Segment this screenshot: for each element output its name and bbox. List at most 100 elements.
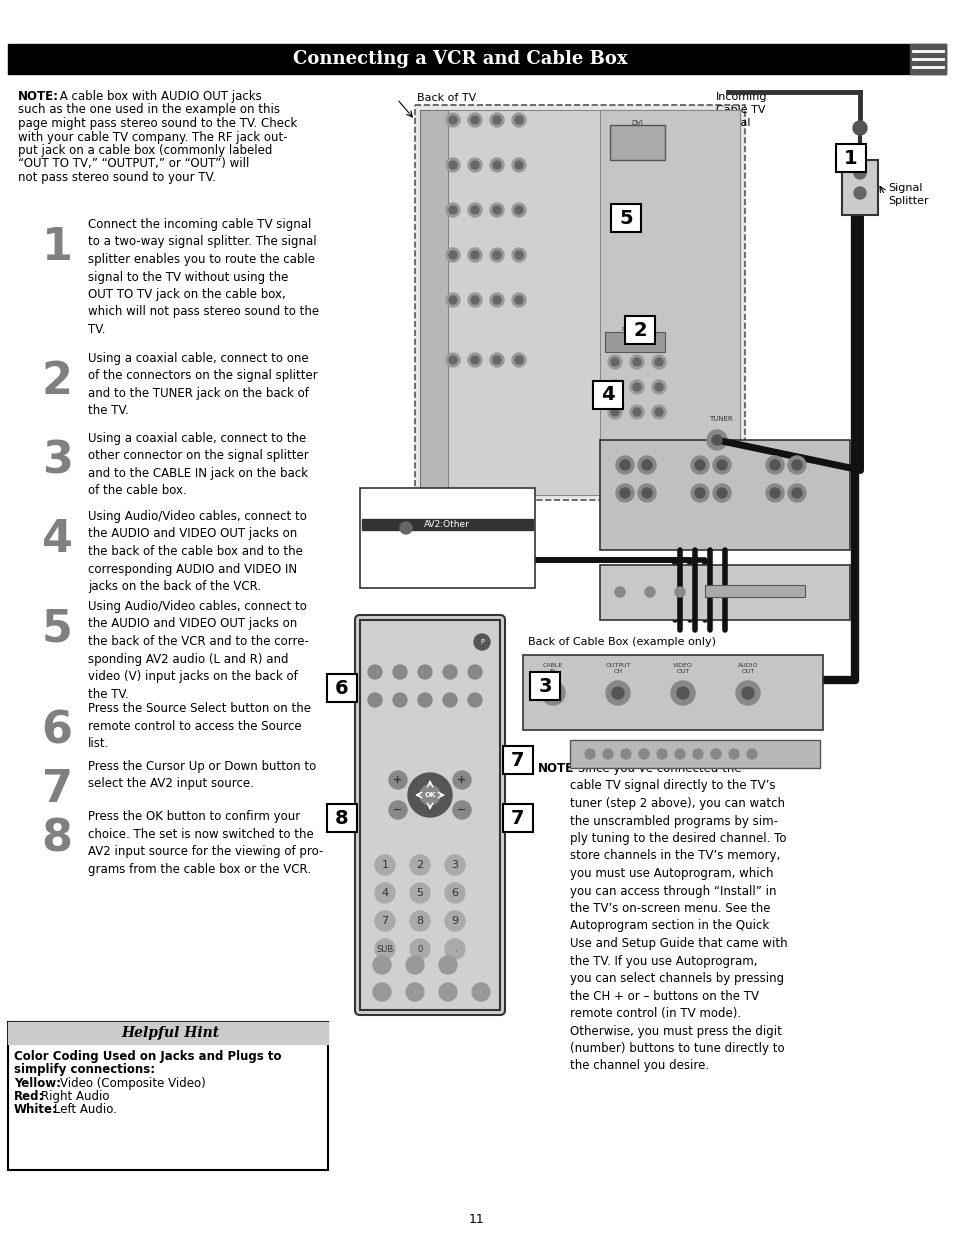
Text: VIDEO
OUT: VIDEO OUT [673, 663, 692, 674]
Text: Press the OK button to confirm your
choice. The set is now switched to the
AV2 i: Press the OK button to confirm your choi… [88, 810, 323, 876]
Circle shape [438, 983, 456, 1002]
Circle shape [449, 116, 456, 124]
Text: CH: CH [371, 662, 378, 667]
Text: 7: 7 [381, 916, 388, 926]
Circle shape [690, 484, 708, 501]
Circle shape [605, 680, 629, 705]
Circle shape [515, 356, 522, 364]
Circle shape [368, 664, 381, 679]
Text: 1: 1 [843, 148, 857, 168]
Text: AUDIO
OUT: AUDIO OUT [737, 663, 758, 674]
Circle shape [717, 459, 726, 471]
Text: OUTPUT
CH: OUTPUT CH [604, 663, 630, 674]
Circle shape [468, 664, 481, 679]
Circle shape [393, 664, 407, 679]
Circle shape [368, 693, 381, 706]
Circle shape [787, 456, 805, 474]
Text: Signal
Splitter: Signal Splitter [887, 183, 927, 206]
Bar [610, 204, 640, 232]
Circle shape [619, 488, 629, 498]
Circle shape [515, 206, 522, 214]
Text: SOUND: SOUND [373, 953, 391, 958]
Circle shape [607, 380, 621, 394]
Text: DVD: DVD [418, 690, 431, 695]
Circle shape [406, 983, 423, 1002]
Circle shape [468, 158, 481, 172]
Circle shape [675, 748, 684, 760]
Circle shape [540, 680, 564, 705]
Circle shape [468, 293, 481, 308]
Circle shape [442, 664, 456, 679]
Bar [624, 316, 655, 345]
Circle shape [741, 687, 753, 699]
Text: 1: 1 [42, 226, 72, 269]
Text: SIDE:Other: SIDE:Other [422, 576, 471, 584]
Circle shape [515, 116, 522, 124]
Bar [359, 488, 535, 588]
Circle shape [853, 167, 865, 179]
Circle shape [657, 748, 666, 760]
Circle shape [449, 251, 456, 259]
Circle shape [546, 687, 558, 699]
Bar [835, 144, 865, 172]
Circle shape [408, 773, 452, 818]
Circle shape [490, 353, 503, 367]
Circle shape [695, 459, 704, 471]
Circle shape [453, 771, 471, 789]
Circle shape [615, 587, 624, 597]
Text: 11: 11 [469, 1213, 484, 1226]
Text: simplify connections:: simplify connections: [14, 1063, 155, 1076]
Bar [704, 585, 804, 597]
Bar [909, 44, 945, 74]
Circle shape [515, 251, 522, 259]
Circle shape [471, 161, 478, 169]
Circle shape [735, 680, 760, 705]
Text: PICTURE: PICTURE [437, 953, 457, 958]
Circle shape [419, 785, 439, 805]
Text: TUNER: TUNER [708, 416, 732, 422]
Circle shape [712, 484, 730, 501]
Circle shape [399, 522, 412, 534]
Text: 7: 7 [42, 768, 72, 811]
Text: White:: White: [14, 1103, 58, 1116]
Circle shape [444, 911, 464, 931]
Text: AV3:Other: AV3:Other [423, 531, 470, 540]
Text: NOTE: NOTE [537, 762, 574, 776]
Circle shape [375, 939, 395, 960]
Circle shape [453, 802, 471, 819]
Circle shape [438, 956, 456, 974]
Circle shape [446, 203, 459, 217]
Text: CH: CH [456, 767, 466, 772]
Circle shape [493, 356, 500, 364]
Circle shape [393, 693, 407, 706]
Circle shape [471, 116, 478, 124]
Circle shape [468, 203, 481, 217]
Text: 8: 8 [416, 916, 423, 926]
Text: put jack on a cable box (commonly labeled: put jack on a cable box (commonly labele… [18, 144, 273, 157]
Circle shape [512, 293, 525, 308]
Circle shape [375, 883, 395, 903]
Text: 8: 8 [42, 818, 72, 861]
Text: Press the Cursor Up or Down button to
select the AV2 input source.: Press the Cursor Up or Down button to se… [88, 760, 315, 790]
Text: Using Audio/Video cables, connect to
the AUDIO and VIDEO OUT jacks on
the back o: Using Audio/Video cables, connect to the… [88, 600, 309, 700]
Text: Back of TV: Back of TV [416, 93, 476, 103]
Text: SOURCE
SELECT: SOURCE SELECT [416, 635, 442, 646]
Circle shape [446, 293, 459, 308]
Text: RCL: RCL [395, 662, 405, 667]
Circle shape [512, 203, 525, 217]
Text: 2: 2 [416, 860, 423, 869]
Text: AV2:Other: AV2:Other [424, 520, 470, 529]
Circle shape [446, 353, 459, 367]
Text: Red:: Red: [14, 1091, 45, 1103]
Circle shape [638, 484, 656, 501]
Text: 5: 5 [618, 209, 632, 227]
Text: .: . [454, 945, 456, 953]
Bar [415, 105, 744, 500]
Circle shape [853, 186, 865, 199]
Circle shape [620, 748, 630, 760]
Circle shape [651, 405, 665, 419]
Circle shape [446, 112, 459, 127]
Circle shape [629, 354, 643, 369]
Circle shape [610, 383, 618, 391]
Circle shape [389, 802, 407, 819]
